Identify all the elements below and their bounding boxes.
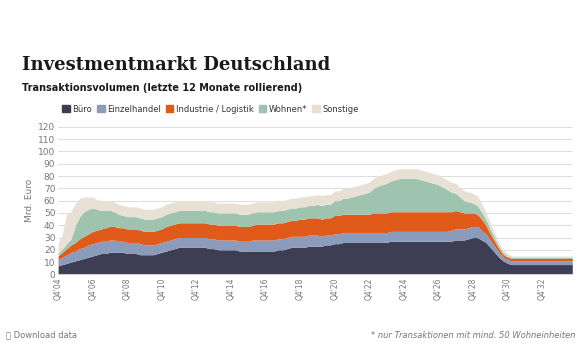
Text: Transaktionsvolumen (letzte 12 Monate rollierend): Transaktionsvolumen (letzte 12 Monate ro…: [22, 83, 302, 93]
Text: Investmentmarkt Deutschland: Investmentmarkt Deutschland: [22, 56, 331, 74]
Text: ⤓ Download data: ⤓ Download data: [6, 331, 77, 340]
Legend: Büro, Einzelhandel, Industrie / Logistik, Wohnen*, Sonstige: Büro, Einzelhandel, Industrie / Logistik…: [62, 105, 358, 114]
Text: * nur Transaktionen mit mind. 50 Wohneinheiten: * nur Transaktionen mit mind. 50 Wohnein…: [371, 331, 575, 340]
Y-axis label: Mrd. Euro: Mrd. Euro: [25, 179, 34, 222]
